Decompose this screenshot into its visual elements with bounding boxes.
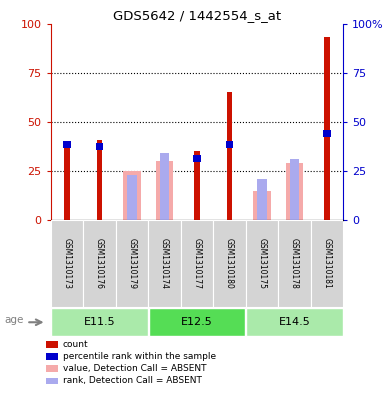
Bar bbox=[278, 220, 311, 307]
Text: GSM1310177: GSM1310177 bbox=[192, 238, 202, 289]
Text: E14.5: E14.5 bbox=[278, 317, 310, 327]
Bar bbox=[46, 378, 58, 384]
Bar bbox=[51, 308, 147, 336]
Bar bbox=[64, 143, 70, 220]
Bar bbox=[46, 353, 58, 360]
Text: GSM1310174: GSM1310174 bbox=[160, 238, 169, 289]
Bar bbox=[246, 220, 278, 307]
Bar bbox=[289, 159, 300, 220]
Bar bbox=[181, 220, 213, 307]
Text: E12.5: E12.5 bbox=[181, 317, 213, 327]
Bar bbox=[311, 220, 343, 307]
Bar bbox=[156, 161, 174, 220]
Text: GSM1310178: GSM1310178 bbox=[290, 238, 299, 289]
Text: GSM1310179: GSM1310179 bbox=[128, 238, 136, 289]
Bar bbox=[46, 341, 58, 347]
Bar bbox=[285, 163, 303, 220]
Title: GDS5642 / 1442554_s_at: GDS5642 / 1442554_s_at bbox=[113, 9, 281, 22]
Bar bbox=[246, 308, 342, 336]
Text: count: count bbox=[63, 340, 89, 349]
Bar bbox=[116, 220, 148, 307]
Bar bbox=[253, 191, 271, 220]
Bar bbox=[51, 220, 83, 307]
Bar bbox=[63, 141, 71, 148]
Bar bbox=[257, 179, 267, 220]
Bar bbox=[46, 365, 58, 372]
Text: E11.5: E11.5 bbox=[83, 317, 115, 327]
Text: GSM1310180: GSM1310180 bbox=[225, 238, 234, 289]
Bar bbox=[83, 220, 116, 307]
Text: value, Detection Call = ABSENT: value, Detection Call = ABSENT bbox=[63, 364, 206, 373]
Bar bbox=[193, 155, 200, 162]
Bar bbox=[227, 92, 232, 220]
Bar bbox=[213, 220, 246, 307]
Text: rank, Detection Call = ABSENT: rank, Detection Call = ABSENT bbox=[63, 376, 202, 385]
Bar bbox=[160, 153, 169, 220]
Bar bbox=[149, 308, 245, 336]
Text: age: age bbox=[4, 315, 23, 325]
Text: GSM1310176: GSM1310176 bbox=[95, 238, 104, 289]
Bar bbox=[97, 140, 102, 220]
Text: GSM1310181: GSM1310181 bbox=[323, 238, 332, 289]
Bar bbox=[96, 143, 103, 150]
Bar bbox=[127, 175, 137, 220]
Text: GSM1310173: GSM1310173 bbox=[62, 238, 71, 289]
Text: percentile rank within the sample: percentile rank within the sample bbox=[63, 352, 216, 361]
Bar bbox=[226, 141, 233, 148]
Bar bbox=[324, 37, 330, 220]
Text: GSM1310175: GSM1310175 bbox=[257, 238, 266, 289]
Bar bbox=[123, 171, 141, 220]
Bar bbox=[148, 220, 181, 307]
Bar bbox=[194, 151, 200, 220]
Bar bbox=[323, 130, 330, 136]
